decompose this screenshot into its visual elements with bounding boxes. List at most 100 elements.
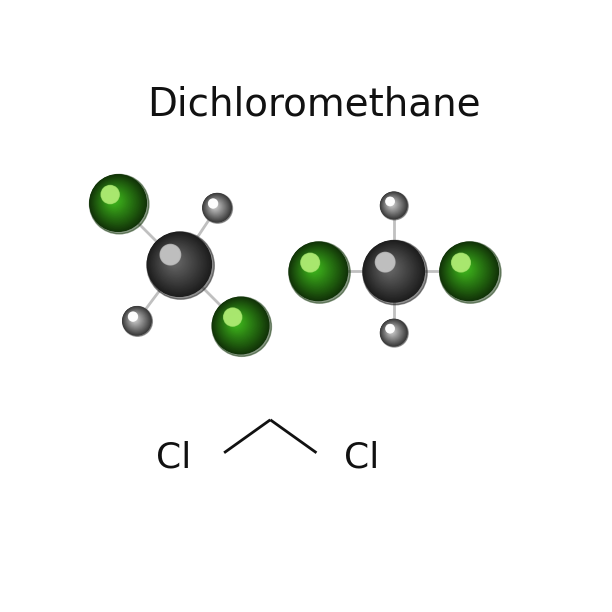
Circle shape — [381, 192, 406, 218]
Circle shape — [307, 262, 321, 275]
Circle shape — [212, 203, 218, 209]
Circle shape — [102, 187, 118, 203]
Circle shape — [441, 243, 498, 300]
Circle shape — [382, 322, 404, 343]
Circle shape — [95, 180, 139, 225]
Circle shape — [226, 310, 240, 324]
Circle shape — [229, 313, 237, 321]
Circle shape — [384, 195, 403, 214]
Circle shape — [369, 247, 416, 294]
Circle shape — [127, 312, 144, 329]
Circle shape — [387, 327, 397, 336]
Circle shape — [381, 321, 406, 345]
Circle shape — [301, 253, 319, 272]
Circle shape — [130, 315, 140, 324]
Circle shape — [388, 327, 397, 336]
Circle shape — [386, 197, 394, 206]
Circle shape — [132, 317, 137, 322]
Circle shape — [102, 187, 130, 215]
Circle shape — [452, 255, 482, 285]
Circle shape — [166, 252, 185, 271]
Circle shape — [131, 315, 135, 319]
Circle shape — [167, 253, 184, 270]
Circle shape — [93, 178, 142, 227]
Circle shape — [203, 193, 231, 222]
Circle shape — [458, 261, 473, 277]
Circle shape — [310, 264, 318, 273]
Circle shape — [209, 200, 217, 207]
Circle shape — [97, 182, 136, 222]
Circle shape — [366, 244, 420, 298]
Circle shape — [449, 252, 486, 288]
Circle shape — [452, 256, 480, 283]
Circle shape — [159, 245, 195, 281]
Circle shape — [132, 317, 138, 323]
Circle shape — [376, 253, 394, 271]
Circle shape — [125, 309, 148, 332]
Circle shape — [444, 247, 493, 295]
Circle shape — [370, 248, 414, 293]
Circle shape — [389, 329, 395, 334]
Circle shape — [381, 258, 389, 266]
Circle shape — [455, 258, 477, 281]
Circle shape — [220, 306, 257, 343]
Circle shape — [150, 236, 207, 293]
Circle shape — [456, 258, 466, 267]
Circle shape — [130, 313, 136, 320]
Circle shape — [203, 194, 231, 222]
Circle shape — [445, 248, 491, 294]
Circle shape — [388, 200, 397, 209]
Circle shape — [129, 314, 141, 326]
Circle shape — [90, 175, 146, 231]
Circle shape — [379, 257, 403, 281]
Circle shape — [89, 174, 149, 234]
Circle shape — [456, 259, 475, 278]
Circle shape — [385, 197, 401, 213]
Circle shape — [168, 255, 181, 267]
Circle shape — [383, 195, 403, 215]
Circle shape — [299, 253, 334, 287]
Circle shape — [228, 313, 237, 321]
Circle shape — [307, 259, 314, 266]
Circle shape — [303, 255, 318, 270]
Circle shape — [387, 325, 394, 332]
Circle shape — [127, 312, 145, 329]
Circle shape — [163, 247, 177, 262]
Circle shape — [450, 253, 483, 286]
Text: Dichloromethane: Dichloromethane — [147, 85, 480, 123]
Circle shape — [386, 198, 400, 212]
Circle shape — [307, 261, 322, 277]
Circle shape — [382, 195, 404, 215]
Circle shape — [211, 201, 215, 206]
Circle shape — [123, 307, 151, 335]
Circle shape — [209, 200, 217, 207]
Circle shape — [381, 260, 398, 277]
Circle shape — [212, 203, 218, 210]
Circle shape — [123, 307, 151, 334]
Circle shape — [386, 325, 394, 332]
Circle shape — [132, 315, 135, 318]
Circle shape — [210, 201, 221, 212]
Circle shape — [209, 200, 223, 214]
Circle shape — [382, 321, 405, 344]
Circle shape — [382, 261, 397, 276]
Circle shape — [101, 187, 130, 216]
Circle shape — [385, 197, 400, 212]
Circle shape — [447, 250, 488, 291]
Circle shape — [204, 195, 229, 220]
Circle shape — [378, 256, 403, 282]
Circle shape — [308, 263, 321, 275]
Circle shape — [390, 329, 394, 334]
Circle shape — [387, 326, 398, 337]
Circle shape — [388, 200, 396, 208]
Circle shape — [460, 264, 469, 273]
Circle shape — [297, 250, 337, 290]
Text: Cl: Cl — [156, 441, 191, 474]
Circle shape — [367, 245, 419, 297]
Circle shape — [129, 312, 137, 321]
Circle shape — [169, 256, 180, 267]
Circle shape — [213, 298, 268, 353]
Circle shape — [375, 252, 395, 272]
Circle shape — [386, 198, 399, 211]
Circle shape — [203, 193, 233, 223]
